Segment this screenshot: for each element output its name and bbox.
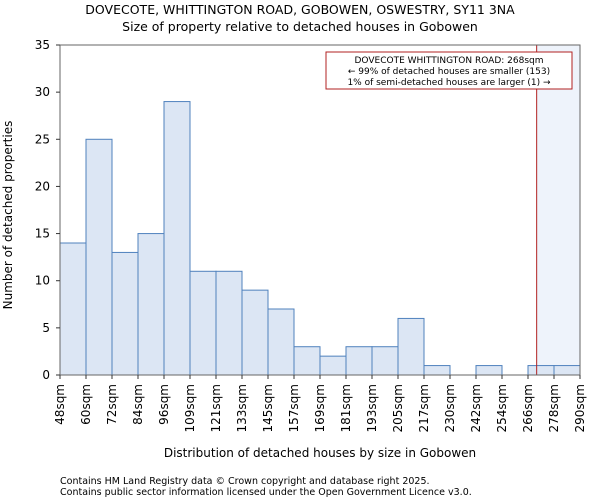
y-axis-label: Number of detached properties xyxy=(1,121,15,310)
bar-242sqm xyxy=(475,365,503,376)
x-tick-label-278sqm: 278sqm xyxy=(547,384,561,432)
y-tick-label-15: 15 xyxy=(35,227,50,241)
y-ticks-layer: 0 5 10 15 20 25 30 35 xyxy=(35,38,60,382)
bar-278sqm xyxy=(553,365,581,376)
bar-193sqm xyxy=(371,346,399,376)
x-tick-label-121sqm: 121sqm xyxy=(209,384,223,432)
bar-157sqm xyxy=(293,346,321,376)
x-ticks-layer: 48sqm 60sqm 72sqm 84sqm 96sqm 109sqm 121sqm 133… xyxy=(53,375,587,432)
annotation-box: DOVECOTE WHITTINGTON ROAD: 268sqm ← 99% … xyxy=(325,51,573,90)
annotation-line-1: DOVECOTE WHITTINGTON ROAD: 268sqm xyxy=(355,56,544,66)
footer-line-2: Contains public sector information licen… xyxy=(60,487,472,498)
x-tick-label-60sqm: 60sqm xyxy=(79,384,93,425)
bar-133sqm xyxy=(241,289,269,376)
bar-60sqm xyxy=(85,138,113,376)
x-tick-label-230sqm: 230sqm xyxy=(443,384,457,432)
x-tick-label-242sqm: 242sqm xyxy=(469,384,483,432)
y-tick-label-0: 0 xyxy=(42,368,50,382)
x-tick-label-254sqm: 254sqm xyxy=(495,384,509,432)
x-tick-label-96sqm: 96sqm xyxy=(157,384,171,425)
x-tick-label-48sqm: 48sqm xyxy=(53,384,67,425)
y-tick-label-10: 10 xyxy=(35,274,50,288)
bars-layer xyxy=(59,101,581,376)
x-axis-label: Distribution of detached houses by size … xyxy=(164,446,476,460)
x-tick-label-266sqm: 266sqm xyxy=(521,384,535,432)
annotation-border xyxy=(325,51,573,90)
x-tick-label-133sqm: 133sqm xyxy=(235,384,249,432)
x-tick-label-181sqm: 181sqm xyxy=(339,384,353,432)
x-tick-label-157sqm: 157sqm xyxy=(287,384,301,432)
x-tick-label-72sqm: 72sqm xyxy=(105,384,119,425)
y-tick-label-5: 5 xyxy=(42,321,50,335)
shaded-region-layer xyxy=(536,45,580,375)
x-tick-label-109sqm: 109sqm xyxy=(183,384,197,432)
bar-181sqm xyxy=(345,346,373,376)
bar-217sqm xyxy=(423,365,451,376)
x-tick-label-205sqm: 205sqm xyxy=(391,384,405,432)
x-tick-label-290sqm: 290sqm xyxy=(573,384,587,432)
bar-205sqm xyxy=(397,317,425,376)
chart-subtitle: Size of property relative to detached ho… xyxy=(122,19,478,34)
bar-96sqm xyxy=(163,101,191,376)
bar-266sqm xyxy=(527,365,555,376)
bar-121sqm xyxy=(215,270,243,376)
annotation-line-2: ← 99% of detached houses are smaller (15… xyxy=(348,67,550,77)
bar-48sqm xyxy=(59,242,87,376)
x-tick-label-193sqm: 193sqm xyxy=(365,384,379,432)
annotation-line-3: 1% of semi-detached houses are larger (1… xyxy=(347,78,551,88)
x-tick-label-145sqm: 145sqm xyxy=(261,384,275,432)
x-tick-label-169sqm: 169sqm xyxy=(313,384,327,432)
y-tick-label-20: 20 xyxy=(35,179,50,193)
footer-line-1: Contains HM Land Registry data © Crown c… xyxy=(60,476,430,487)
y-tick-label-25: 25 xyxy=(35,132,50,146)
bar-145sqm xyxy=(267,308,295,376)
chart-title: DOVECOTE, WHITTINGTON ROAD, GOBOWEN, OSW… xyxy=(85,2,515,17)
bar-84sqm xyxy=(137,233,165,376)
x-tick-label-217sqm: 217sqm xyxy=(417,384,431,432)
bar-72sqm xyxy=(111,251,139,376)
bar-109sqm xyxy=(189,270,217,376)
x-tick-label-84sqm: 84sqm xyxy=(131,384,145,425)
bar-169sqm xyxy=(319,355,347,376)
shaded-larger-region xyxy=(536,45,580,375)
y-tick-label-30: 30 xyxy=(35,85,50,99)
y-tick-label-35: 35 xyxy=(35,38,50,52)
